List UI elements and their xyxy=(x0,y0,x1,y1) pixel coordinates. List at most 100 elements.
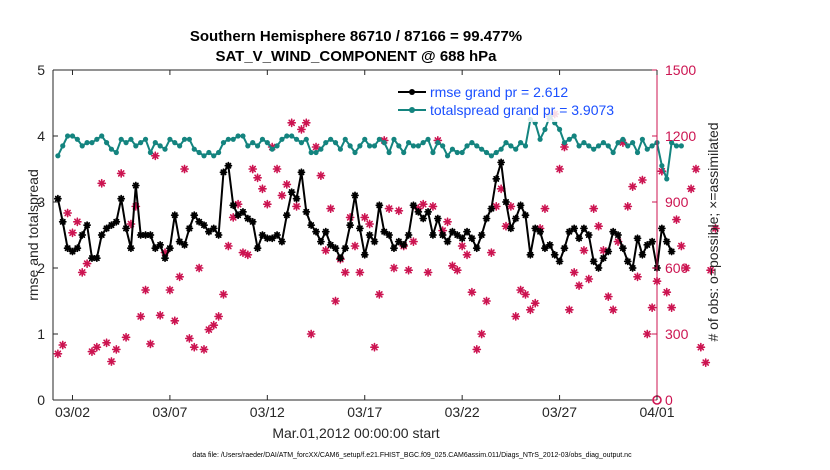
totalspread-point xyxy=(600,140,607,146)
rmse-point xyxy=(161,254,169,263)
totalspread-point xyxy=(128,136,134,142)
totalspread-point xyxy=(376,136,382,142)
rmse-point xyxy=(394,237,403,246)
totalspread-point xyxy=(206,149,212,156)
rmse-point xyxy=(545,240,554,249)
obs-assimilated-point xyxy=(482,296,491,306)
rmse-point xyxy=(63,244,72,253)
obs-assimilated-point xyxy=(165,285,175,295)
obs-assimilated-point xyxy=(584,274,594,284)
obs-assimilated-point xyxy=(579,246,589,255)
legend-rmse-marker xyxy=(409,89,415,95)
rmse-point xyxy=(326,240,335,249)
rmse-point xyxy=(273,231,281,239)
rmse-point xyxy=(360,250,369,259)
left-tick-label: 4 xyxy=(37,128,45,144)
rmse-point xyxy=(482,214,491,223)
obs-assimilated-point xyxy=(711,224,720,233)
obs-assimilated-point xyxy=(170,316,180,326)
rmse-point xyxy=(117,194,126,203)
rmse-point xyxy=(409,201,418,210)
rmse-point xyxy=(438,231,447,239)
right-y-ticks: 0 300 600 900 1200 1500 xyxy=(652,62,696,408)
obs-assimilated-point xyxy=(72,217,82,227)
rmse-point xyxy=(127,244,135,253)
obs-assimilated-point xyxy=(423,267,433,277)
obs-assimilated-point xyxy=(277,191,287,200)
totalspread-point xyxy=(561,140,568,146)
totalspread-point xyxy=(113,149,119,156)
left-tick-label: 3 xyxy=(37,194,45,210)
obs-assimilated-point xyxy=(701,358,711,368)
right-tick-label: 300 xyxy=(665,326,689,342)
obs-assimilated-point xyxy=(686,184,696,194)
totalspread-point xyxy=(659,163,665,169)
rmse-point xyxy=(292,194,301,203)
rmse-point xyxy=(317,237,325,246)
obs-assimilated-point xyxy=(68,228,77,238)
totalspread-point xyxy=(405,140,412,146)
obs-assimilated-point xyxy=(462,250,472,260)
rmse-point xyxy=(604,247,613,256)
totalspread-point xyxy=(605,143,611,149)
totalspread-point xyxy=(118,136,124,142)
obs-assimilated-point xyxy=(175,272,185,282)
rmse-point xyxy=(243,214,252,223)
totalspread-point xyxy=(352,149,358,156)
rmse-point xyxy=(667,247,676,256)
totalspread-point xyxy=(459,149,465,156)
rmse-point xyxy=(204,227,213,236)
rmse-point xyxy=(609,227,618,236)
totalspread-point xyxy=(630,140,636,146)
totalspread-point xyxy=(371,143,378,149)
rmse-point xyxy=(541,244,549,253)
rmse-point xyxy=(97,231,106,239)
totalspread-series xyxy=(55,113,684,182)
totalspread-point xyxy=(157,143,163,149)
rmse-point xyxy=(414,207,423,216)
rmse-point xyxy=(584,231,593,239)
obs-assimilated-point xyxy=(272,164,282,174)
totalspread-point xyxy=(103,140,110,146)
rmse-point xyxy=(550,250,559,259)
totalspread-point xyxy=(162,146,168,152)
left-tick-label: 2 xyxy=(37,260,45,276)
totalspread-point xyxy=(347,143,353,149)
rmse-point xyxy=(599,254,608,263)
obs-assimilated-point xyxy=(676,241,686,251)
rmse-point xyxy=(643,240,652,249)
totalspread-point xyxy=(435,140,441,146)
totalspread-point xyxy=(401,149,407,156)
rmse-point xyxy=(321,227,330,236)
left-tick-label: 1 xyxy=(37,326,45,342)
totalspread-point xyxy=(440,143,446,149)
rmse-point xyxy=(628,264,637,272)
rmse-point xyxy=(302,207,311,216)
rmse-point xyxy=(234,211,242,220)
totalspread-point xyxy=(337,146,343,152)
obs-assimilated-point xyxy=(696,342,706,352)
totalspread-point xyxy=(469,140,475,146)
totalspread-point xyxy=(303,136,309,142)
totalspread-point xyxy=(644,146,650,152)
rmse-point xyxy=(185,224,194,233)
rmse-point xyxy=(399,240,408,249)
rmse-point xyxy=(200,221,208,230)
rmse-point xyxy=(83,221,91,230)
obs-assimilated-point xyxy=(418,199,428,209)
totalspread-point xyxy=(615,140,621,146)
rmse-point xyxy=(73,244,82,253)
totalspread-point xyxy=(474,143,480,149)
rmse-point xyxy=(555,257,564,266)
rmse-point xyxy=(341,244,350,253)
obs-assimilated-point xyxy=(107,357,116,366)
rmse-point xyxy=(253,244,262,253)
obs-assimilated-point xyxy=(633,272,642,282)
rmse-point xyxy=(536,227,544,236)
obs-assimilated-point xyxy=(511,311,521,321)
obs-assimilated-point xyxy=(53,349,63,359)
totalspread-point xyxy=(488,153,494,159)
obs-assimilated-point xyxy=(360,213,370,222)
obs-assimilated-point xyxy=(370,342,379,352)
